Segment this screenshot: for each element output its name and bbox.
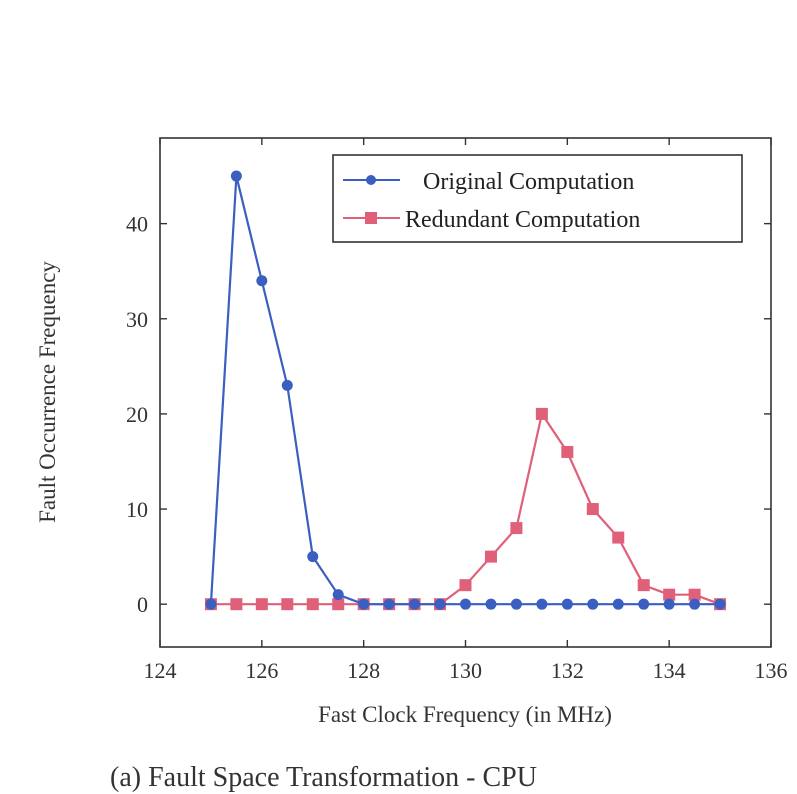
y-tick-label: 20 [126, 402, 148, 427]
data-point-redundant [612, 531, 625, 544]
data-point-original [689, 598, 701, 610]
data-point-original [485, 598, 497, 610]
data-point-redundant [586, 503, 599, 516]
legend-marker-original [366, 175, 376, 185]
data-point-original [714, 598, 726, 610]
data-point-redundant [637, 579, 650, 592]
data-point-redundant [459, 579, 472, 592]
data-point-redundant [484, 550, 497, 563]
legend-label-original: Original Computation [423, 169, 634, 195]
x-tick-label: 126 [245, 658, 278, 683]
data-point-original [612, 598, 624, 610]
legend-marker-redundant [365, 212, 377, 224]
data-point-redundant [535, 407, 548, 420]
axis-ticks: 124 126 128 130 132 134 136 0 10 20 30 40 [126, 138, 788, 683]
data-point-original [409, 598, 421, 610]
data-point-original [561, 598, 573, 610]
x-tick-label: 130 [449, 658, 482, 683]
y-tick-label: 10 [126, 497, 148, 522]
data-point-original [434, 598, 446, 610]
data-point-original [256, 275, 268, 287]
x-tick-label: 132 [551, 658, 584, 683]
data-point-redundant [510, 522, 523, 535]
data-point-original [332, 589, 344, 601]
y-tick-label: 0 [137, 592, 148, 617]
data-point-redundant [561, 445, 574, 458]
legend-label-redundant: Redundant Computation [405, 207, 640, 233]
data-point-original [230, 170, 242, 182]
x-axis-title: Fast Clock Frequency (in MHz) [318, 702, 612, 727]
series-line-redundant [210, 412, 721, 606]
y-tick-label: 30 [126, 307, 148, 332]
y-tick-label: 40 [126, 212, 148, 237]
data-point-redundant [255, 598, 268, 611]
x-tick-label: 124 [144, 658, 177, 683]
data-point-original [587, 598, 599, 610]
data-point-original [281, 379, 293, 391]
data-point-original [460, 598, 471, 610]
fault-frequency-chart: 124 126 128 130 132 134 136 0 10 20 30 40 Fast Cloc… [35, 137, 788, 727]
legend: Original Computation Redundant Computati… [332, 154, 743, 243]
data-point-original [638, 598, 650, 610]
figure-caption: (a) Fault Space Transformation - CPU [110, 762, 537, 793]
series-layer [204, 170, 727, 611]
x-tick-label: 134 [653, 658, 686, 683]
x-tick-label: 128 [347, 658, 380, 683]
data-point-original [510, 598, 522, 610]
data-point-redundant [230, 598, 243, 611]
data-point-redundant [332, 598, 345, 611]
legend-box [332, 154, 743, 243]
data-point-original [205, 598, 217, 610]
data-point-original [536, 598, 548, 610]
x-tick-label: 136 [755, 658, 788, 683]
data-point-original [663, 598, 675, 610]
data-point-redundant [306, 598, 319, 611]
data-point-original [358, 598, 370, 610]
data-point-redundant [281, 598, 294, 611]
data-point-original [383, 598, 395, 610]
data-point-redundant [688, 588, 701, 601]
y-axis-title: Fault Occurrence Frequency [35, 261, 60, 523]
data-point-original [307, 551, 319, 563]
data-point-redundant [663, 588, 676, 601]
